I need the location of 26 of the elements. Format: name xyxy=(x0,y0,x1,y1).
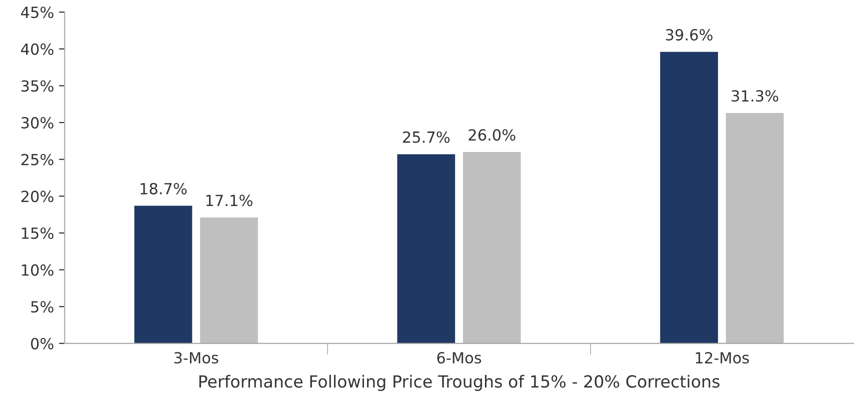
y-tick-label: 35% xyxy=(21,80,54,92)
x-tick-label: 12-Mos xyxy=(696,352,749,364)
bar xyxy=(134,206,192,344)
y-tick-label: 0% xyxy=(31,338,54,350)
x-axis-title: Performance Following Price Troughs of 15% - 20% Corrections xyxy=(199,374,720,391)
y-tick-label: 5% xyxy=(31,301,54,313)
data-label: 18.7% xyxy=(140,182,187,194)
y-tick-label: 25% xyxy=(21,154,54,166)
data-label: 25.7% xyxy=(403,131,450,143)
x-tick-label: 6-Mos xyxy=(437,352,482,364)
y-tick-label: 30% xyxy=(21,117,54,129)
bar xyxy=(726,112,784,344)
x-tick-label: 3-Mos xyxy=(174,352,218,364)
bar xyxy=(397,154,456,344)
data-label: 17.1% xyxy=(206,194,252,206)
y-tick-label: 40% xyxy=(21,43,54,55)
data-label: 31.3% xyxy=(732,90,778,102)
data-label: 39.6% xyxy=(666,29,712,41)
y-tick-label: 20% xyxy=(21,190,54,202)
bar xyxy=(200,218,258,344)
data-label: 26.0% xyxy=(468,129,516,141)
y-tick-label: 10% xyxy=(22,264,54,276)
y-tick-label: 45% xyxy=(21,6,54,18)
y-tick-label: 15% xyxy=(22,227,54,239)
bar xyxy=(660,52,718,344)
bar xyxy=(462,152,521,344)
